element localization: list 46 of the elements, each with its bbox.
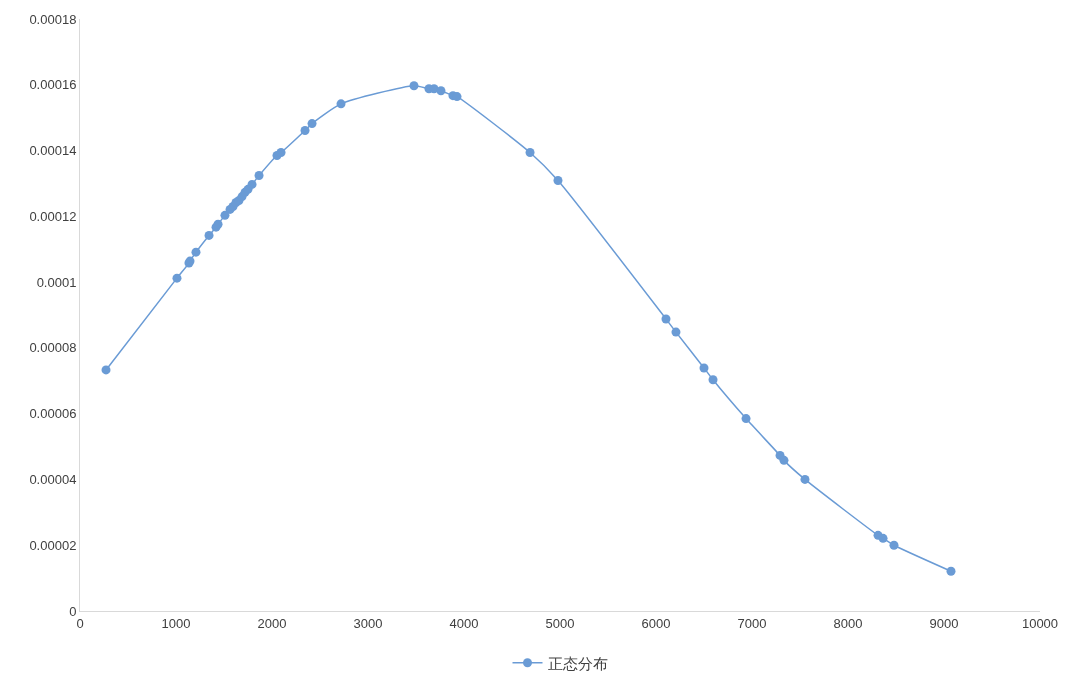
point xyxy=(878,533,888,543)
point xyxy=(779,455,789,465)
y-tick-label: 0.00004 xyxy=(29,471,77,487)
point xyxy=(525,148,535,158)
point xyxy=(307,119,317,129)
legend-label: 正态分布 xyxy=(547,654,608,672)
x-tick-label: 1000 xyxy=(161,615,191,631)
y-tick-label: 0.00006 xyxy=(29,406,77,422)
point xyxy=(741,414,751,424)
x-tick-label: 3000 xyxy=(353,615,383,631)
point xyxy=(191,247,201,257)
y-tick-label: 0 xyxy=(69,603,77,619)
y-tick-label: 0.00018 xyxy=(29,11,77,27)
point xyxy=(409,81,419,91)
y-tick-label: 0.00008 xyxy=(29,340,77,356)
x-tick-label: 10000 xyxy=(1021,615,1059,631)
y-tick-label: 0.00012 xyxy=(29,208,77,224)
point xyxy=(699,363,709,373)
point xyxy=(247,179,257,189)
point xyxy=(336,99,346,109)
point xyxy=(276,148,286,158)
y-tick-label: 0.00016 xyxy=(29,77,77,93)
point xyxy=(254,171,264,181)
point xyxy=(204,230,214,240)
point xyxy=(661,314,671,324)
point xyxy=(708,375,718,385)
point xyxy=(671,327,681,337)
x-tick-label: 9000 xyxy=(929,615,959,631)
x-tick-label: 5000 xyxy=(545,615,575,631)
point xyxy=(300,125,310,135)
point xyxy=(436,86,446,96)
x-tick-label: 4000 xyxy=(449,615,479,631)
y-tick-label: 0.00014 xyxy=(29,143,77,159)
point xyxy=(172,273,182,283)
x-tick-label: 2000 xyxy=(257,615,287,631)
point xyxy=(946,566,956,576)
x-tick-label: 8000 xyxy=(833,615,863,631)
y-tick-label: 0.0001 xyxy=(36,274,77,290)
point xyxy=(220,210,230,220)
y-tick-label: 0.00002 xyxy=(29,537,77,553)
point xyxy=(101,365,111,375)
x-tick-label: 7000 xyxy=(737,615,767,631)
point xyxy=(553,175,563,185)
x-tick-label: 6000 xyxy=(641,615,671,631)
point xyxy=(800,474,810,484)
point xyxy=(889,540,899,550)
